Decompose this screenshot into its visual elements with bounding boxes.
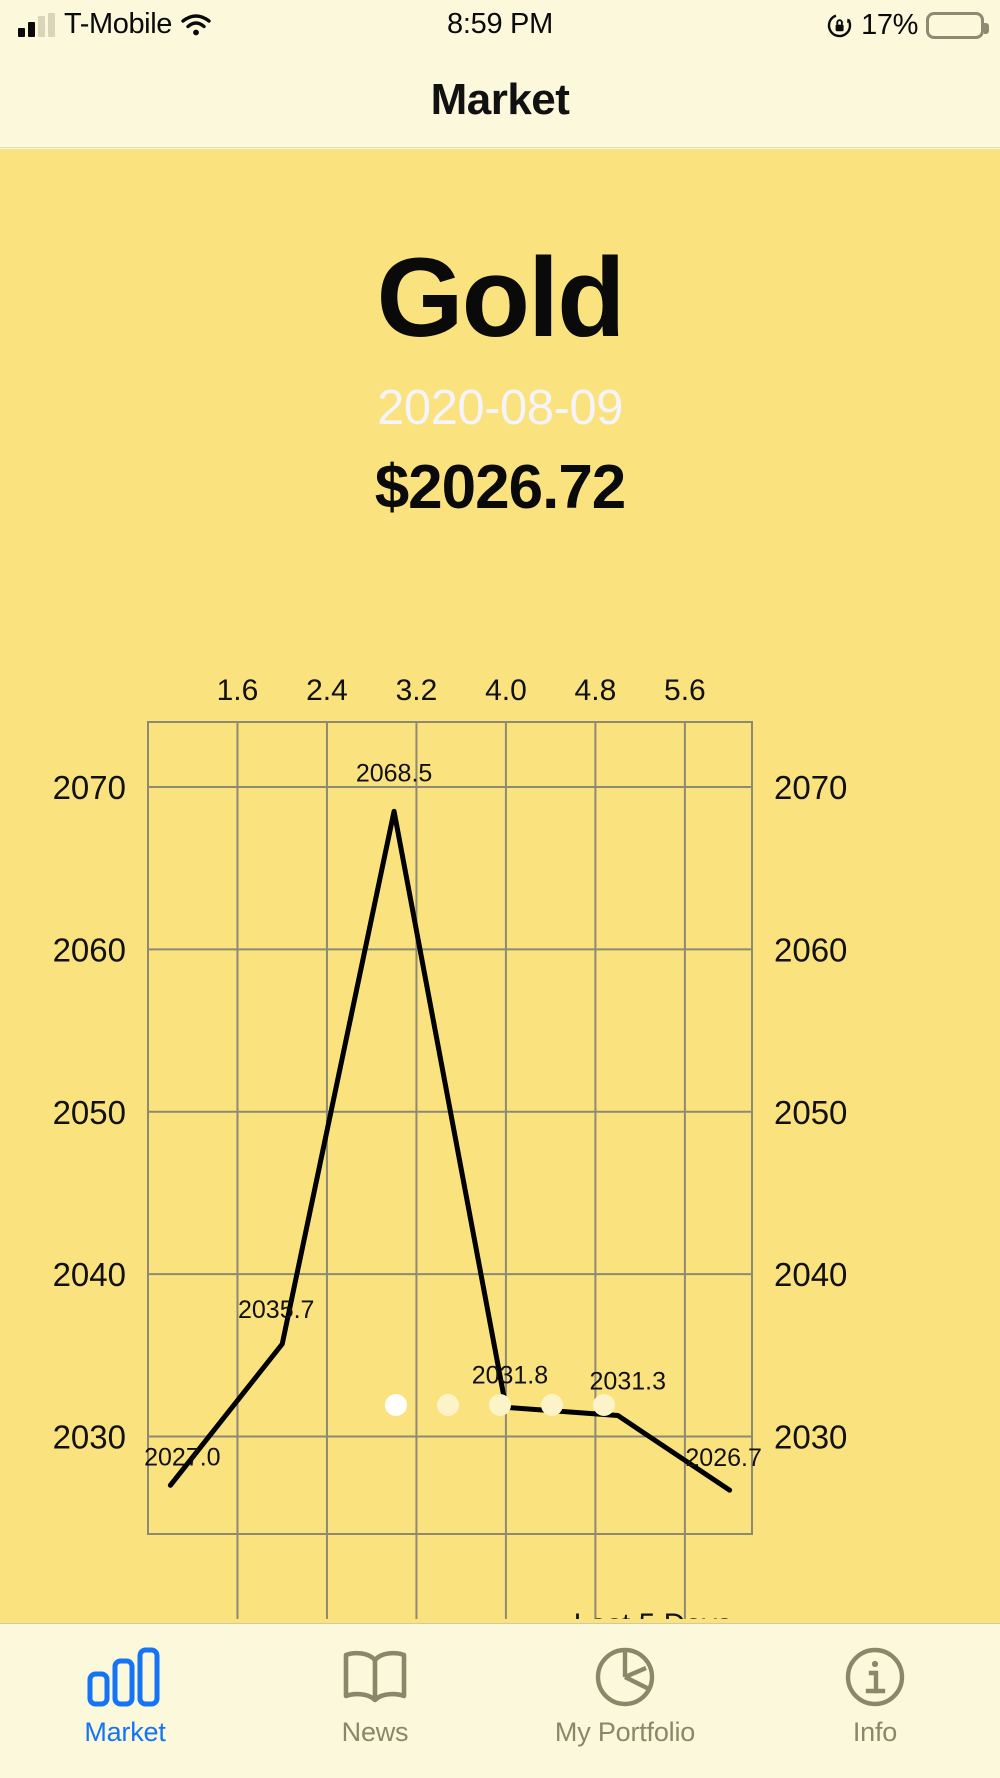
data-point-label: 2068.5 [356,759,432,787]
tab-news-label: News [341,1717,409,1747]
tab-market-label: Market [84,1717,166,1747]
rotation-lock-icon [826,12,853,39]
page-dot[interactable] [541,1394,563,1416]
page-dot[interactable] [385,1394,407,1416]
data-point-label: 2035.7 [238,1296,314,1324]
y-tick-label-left: 2060 [53,931,126,968]
book-icon [340,1646,410,1708]
data-point-label: 2026.7 [685,1444,761,1472]
x-axis-label: Last 5 Days [574,1608,732,1619]
x-tick-label: 1.6 [217,674,259,707]
status-bar-clock: 8:59 PM [447,8,553,40]
y-tick-label-left: 2050 [53,1094,126,1131]
page-dot[interactable] [593,1394,615,1416]
status-bar: T-Mobile 8:59 PM 17% [0,0,1000,52]
status-bar-right: 17% [826,9,989,42]
data-point-label: 2027.0 [144,1443,220,1471]
y-tick-label-right: 2060 [774,931,847,968]
status-bar-left: T-Mobile [18,8,211,41]
cellular-signal-icon [18,12,55,37]
asset-name: Gold [376,235,625,360]
data-point-label: 2031.8 [472,1361,548,1389]
x-tick-label: 3.2 [396,674,438,707]
x-tick-label: 5.6 [664,674,706,707]
y-tick-label-right: 2070 [774,769,847,806]
tab-my-portfolio[interactable]: My Portfolio [500,1624,750,1748]
nav-bar: Market [0,52,1000,148]
asset-price: $2026.72 [374,453,627,522]
tab-info[interactable]: Info [750,1624,1000,1748]
page-title: Market [430,74,570,124]
x-tick-label: 4.8 [575,674,617,707]
price-chart[interactable]: 1.6 2.4 3.2 4.0 4.8 5.6 2030 2030 2040 2040 2050 20… [0,529,1000,1619]
y-tick-label-left: 2070 [53,769,126,806]
tab-bar: Market News My Portfolio [0,1623,1000,1778]
page-dot[interactable] [437,1394,459,1416]
y-tick-label-left: 2030 [53,1419,126,1456]
price-chart-svg: 1.6 2.4 3.2 4.0 4.8 5.6 2030 2030 2040 2040 2050 20… [53,674,847,1619]
data-point-label: 2031.3 [590,1367,666,1395]
market-content: Gold 2020-08-09 $2026.72 1.6 2.4 3.2 4.0 4.8… [0,149,1000,1623]
page-indicator[interactable] [0,1394,1000,1416]
battery-icon [926,12,989,39]
pie-chart-icon [594,1646,656,1708]
info-circle-icon [844,1646,906,1708]
battery-percent-label: 17% [861,9,918,41]
tab-info-label: Info [852,1717,898,1747]
page-dot[interactable] [489,1394,511,1416]
x-tick-label: 4.0 [485,674,527,707]
tab-market[interactable]: Market [0,1624,250,1748]
y-tick-label-right: 2040 [774,1256,847,1293]
y-tick-label-right: 2050 [774,1094,847,1131]
y-tick-label-left: 2040 [53,1256,126,1293]
price-line [167,808,733,1493]
x-tick-label: 2.4 [306,674,348,707]
tab-my-portfolio-label: My Portfolio [554,1717,696,1747]
carrier-label: T-Mobile [64,8,172,40]
tab-news[interactable]: News [250,1624,500,1748]
y-tick-label-right: 2030 [774,1419,847,1456]
wifi-icon [181,13,211,37]
chart-frame [147,721,753,1535]
bar-chart-icon [86,1646,164,1708]
asset-date: 2020-08-09 [377,381,623,435]
